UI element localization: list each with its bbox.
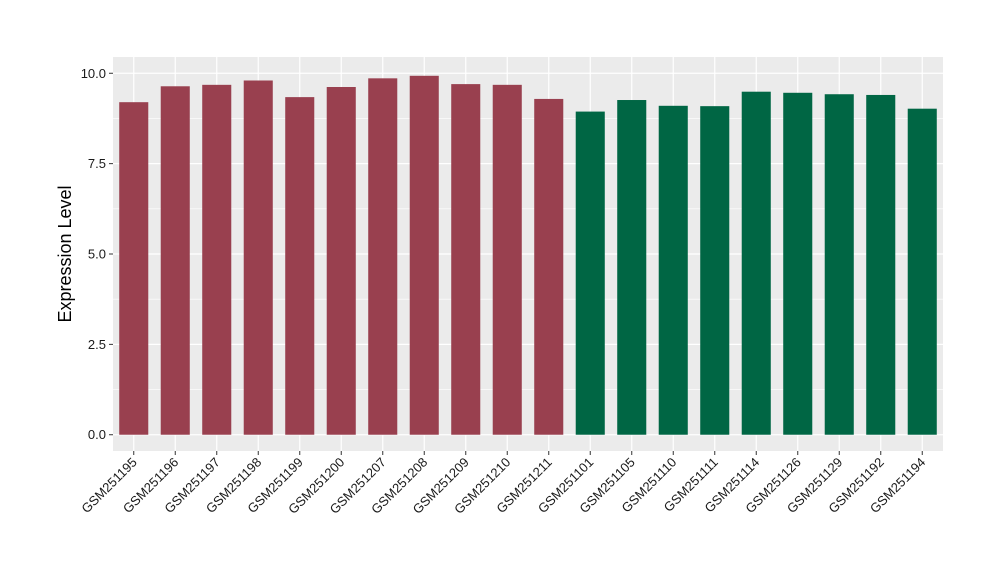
bar-GSM251200 [326,87,356,435]
bars [119,75,937,435]
bar-GSM251207 [368,78,398,435]
bar-GSM251105 [617,100,647,435]
bar-GSM251195 [119,102,149,435]
bar-GSM251208 [409,75,439,435]
bar-GSM251101 [575,111,605,435]
bar-GSM251210 [492,84,522,435]
bar-GSM251192 [866,94,896,435]
bar-GSM251199 [285,97,315,435]
y-tick-label: 10.0 [81,66,106,81]
bar-GSM251211 [534,98,564,435]
bar-GSM251111 [700,106,730,435]
y-axis: 0.0 2.5 5.0 7.5 10.0 [81,66,113,442]
y-tick-label: 5.0 [88,247,106,262]
bar-GSM251197 [202,84,232,435]
y-tick-label: 7.5 [88,156,106,171]
bar-GSM251198 [243,80,273,435]
bar-GSM251110 [658,105,688,435]
y-tick-label: 2.5 [88,337,106,352]
bar-GSM251114 [741,91,771,435]
y-tick-label: 0.0 [88,427,106,442]
x-axis: GSM251195GSM251196GSM251197GSM251198GSM2… [78,451,928,517]
bar-GSM251126 [783,92,813,435]
bar-GSM251129 [824,94,854,435]
bar-GSM251194 [907,108,937,435]
bar-GSM251196 [160,86,190,435]
y-axis-title: Expression Level [55,185,75,322]
bar-GSM251209 [451,84,481,435]
